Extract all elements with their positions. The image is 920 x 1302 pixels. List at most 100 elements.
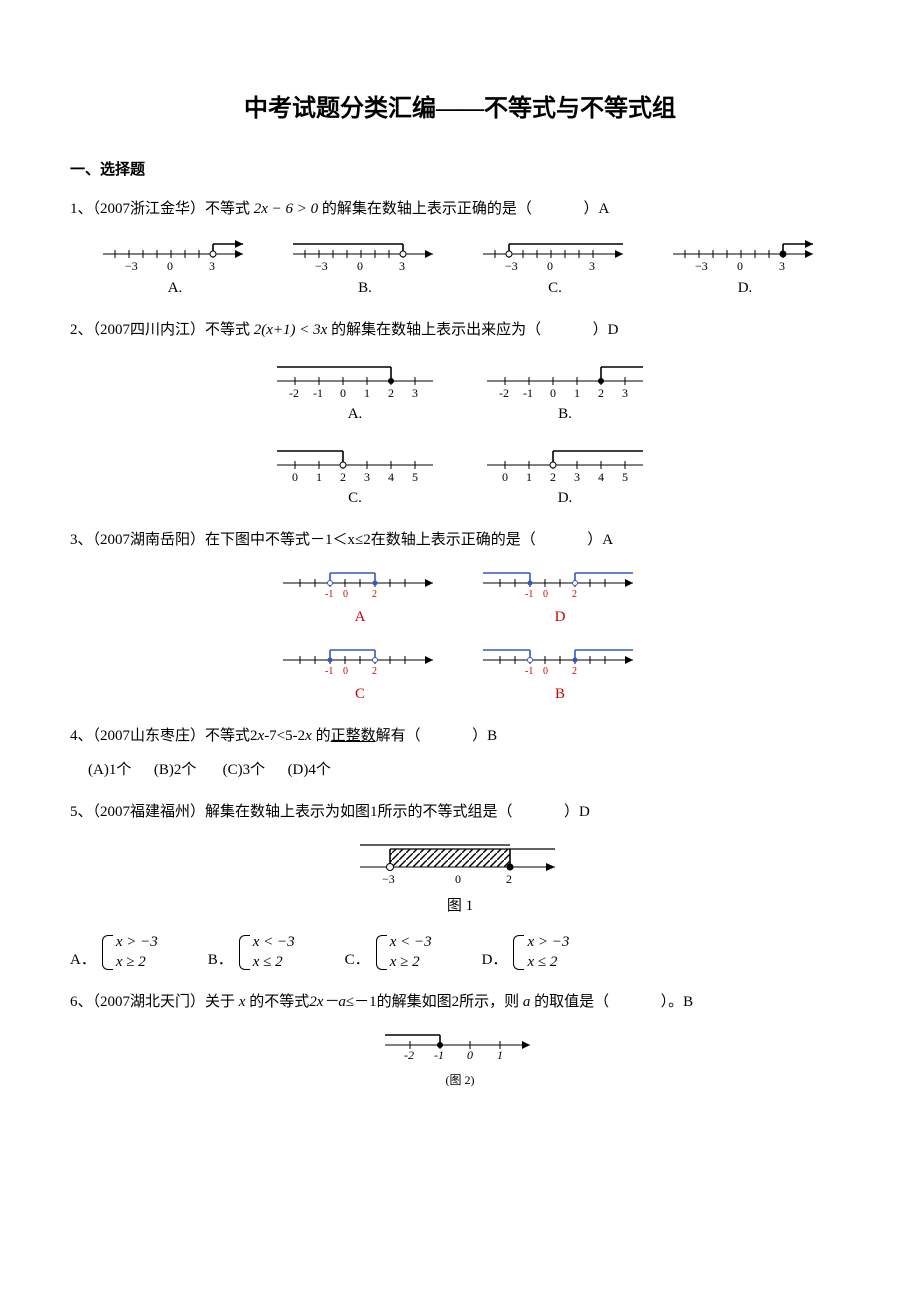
svg-text:3: 3 — [622, 386, 628, 400]
q5-opt-a-letter: A． — [70, 948, 96, 972]
q1-numberline-d: −303 — [665, 236, 825, 276]
svg-text:4: 4 — [388, 470, 394, 484]
q2-figures-row1: -2-10 123 A. -2-10 123 — [70, 357, 850, 426]
svg-text:2: 2 — [598, 386, 604, 400]
question-2: 2、（2007四川内江）不等式 2(x+1) < 3x 的解集在数轴上表示出来应… — [70, 318, 850, 510]
q4-mid: -7<5-2 — [264, 728, 305, 744]
svg-text:3: 3 — [589, 259, 595, 273]
q3-label-d: D — [555, 605, 566, 629]
svg-text:0: 0 — [543, 589, 548, 600]
q1-label-a: A. — [168, 276, 183, 300]
svg-text:0: 0 — [343, 666, 348, 677]
q5-opt-b-l2: x ≤ 2 — [253, 954, 283, 970]
svg-text:0: 0 — [340, 386, 346, 400]
q1-answer: ）A — [583, 201, 609, 217]
question-4: 4、（2007山东枣庄）不等式2x-7<5-2x 的正整数解有（ ）B (A)1… — [70, 724, 850, 782]
svg-text:0: 0 — [543, 666, 548, 677]
q2-numberline-a: -2 -1 0 1 2 3 — [265, 357, 445, 402]
svg-text:-1: -1 — [523, 386, 533, 400]
q2-prefix: 2、（2007四川内江）不等式 — [70, 322, 250, 338]
q5-opt-d-letter: D． — [482, 948, 508, 972]
svg-text:5: 5 — [412, 470, 418, 484]
svg-text:2: 2 — [372, 666, 377, 677]
svg-text:0: 0 — [467, 1048, 473, 1062]
page-title: 中考试题分类汇编——不等式与不等式组 — [70, 90, 850, 128]
q1-numberline-a: −303 — [95, 236, 255, 276]
q1-label-b: B. — [358, 276, 372, 300]
q5-opt-d-l2: x ≤ 2 — [527, 954, 557, 970]
q1-figures: −3 0 3 A. −3 0 3 — [70, 236, 850, 300]
q4-x2: x — [305, 728, 312, 744]
svg-text:−3: −3 — [695, 259, 708, 273]
svg-text:1: 1 — [574, 386, 580, 400]
svg-text:2: 2 — [372, 589, 377, 600]
svg-text:0: 0 — [550, 386, 556, 400]
svg-text:0: 0 — [167, 259, 173, 273]
svg-text:-1: -1 — [325, 589, 333, 600]
q4-underline: 正整数 — [331, 728, 376, 744]
q5-opt-c-letter: C． — [345, 948, 370, 972]
svg-text:1: 1 — [316, 470, 322, 484]
q2-numberline-d: 012 345 — [475, 441, 655, 486]
svg-text:-1: -1 — [525, 589, 533, 600]
svg-text:−3: −3 — [505, 259, 518, 273]
svg-text:0: 0 — [547, 259, 553, 273]
svg-text:−3: −3 — [315, 259, 328, 273]
svg-text:0: 0 — [357, 259, 363, 273]
q5-opt-b-letter: B． — [208, 948, 233, 972]
svg-text:-2: -2 — [499, 386, 509, 400]
question-1: 1、（2007浙江金华）不等式 2x − 6 > 0 的解集在数轴上表示正确的是… — [70, 197, 850, 300]
svg-text:−3: −3 — [125, 259, 138, 273]
q5-prefix: 5、（2007福建福州）解集在数轴上表示为如图1所示的不等式组是（ — [70, 804, 513, 820]
q5-answer: ）D — [564, 804, 590, 820]
q3-numberline-a: -102 — [275, 567, 445, 605]
q6-caption: (图 2) — [446, 1071, 475, 1090]
svg-text:2: 2 — [388, 386, 394, 400]
q3-figures-row2: -1 0 2 C -1 0 2 — [70, 644, 850, 706]
q1-expr: 2x − 6 > 0 — [254, 201, 318, 217]
q3-numberline-c: -1 0 2 — [275, 644, 445, 682]
q4-answer: ）B — [472, 728, 497, 744]
svg-text:0: 0 — [455, 872, 461, 886]
q1-numberline-b: −3 0 3 — [285, 236, 445, 276]
q5-options: A． x > −3x ≥ 2 B． x < −3x ≤ 2 C． x < −3x… — [70, 933, 850, 972]
q1-numberline-c: −3 0 3 — [475, 236, 635, 276]
q3-figures-row1: -102 A -102 — [70, 567, 850, 629]
q3-label-c: C — [355, 682, 365, 706]
svg-text:3: 3 — [399, 259, 405, 273]
svg-text:1: 1 — [497, 1048, 503, 1062]
svg-text:5: 5 — [622, 470, 628, 484]
q2-suffix: 的解集在数轴上表示出来应为（ — [331, 322, 541, 338]
q2-answer: ）D — [593, 322, 619, 338]
q5-opt-a-l1: x > −3 — [116, 934, 158, 950]
q1-suffix: 的解集在数轴上表示正确的是（ — [322, 201, 532, 217]
svg-text:0: 0 — [737, 259, 743, 273]
svg-text:-1: -1 — [325, 666, 333, 677]
question-5: 5、（2007福建福州）解集在数轴上表示为如图1所示的不等式组是（ ）D — [70, 800, 850, 972]
q2-figures-row2: 012 345 C. 012 345 — [70, 441, 850, 510]
q1-prefix: 1、（2007浙江金华）不等式 — [70, 201, 250, 217]
svg-text:3: 3 — [574, 470, 580, 484]
q6-figure: -2-1 01 — [375, 1029, 545, 1071]
svg-text:2: 2 — [340, 470, 346, 484]
svg-text:-1: -1 — [434, 1048, 444, 1062]
svg-text:0: 0 — [292, 470, 298, 484]
q2-label-c: C. — [348, 486, 362, 510]
svg-text:0: 0 — [502, 470, 508, 484]
q2-label-d: D. — [558, 486, 573, 510]
q6-mid2: ≤－1的解集如图2所示，则 — [346, 994, 523, 1010]
svg-text:4: 4 — [598, 470, 604, 484]
q2-numberline-b: -2 -1 0 1 2 3 — [475, 357, 655, 402]
q6-answer: ）。B — [661, 994, 694, 1010]
svg-text:1: 1 — [364, 386, 370, 400]
q6-prefix: 6、（2007湖北天门）关于 — [70, 994, 239, 1010]
svg-text:3: 3 — [412, 386, 418, 400]
q1-label-d: D. — [738, 276, 753, 300]
svg-text:-2: -2 — [289, 386, 299, 400]
q6-suffix: 的取值是（ — [530, 994, 609, 1010]
q5-opt-b-l1: x < −3 — [253, 934, 295, 950]
q2-label-b: B. — [558, 402, 572, 426]
svg-text:−3: −3 — [382, 872, 395, 886]
svg-text:2: 2 — [550, 470, 556, 484]
svg-text:-1: -1 — [313, 386, 323, 400]
